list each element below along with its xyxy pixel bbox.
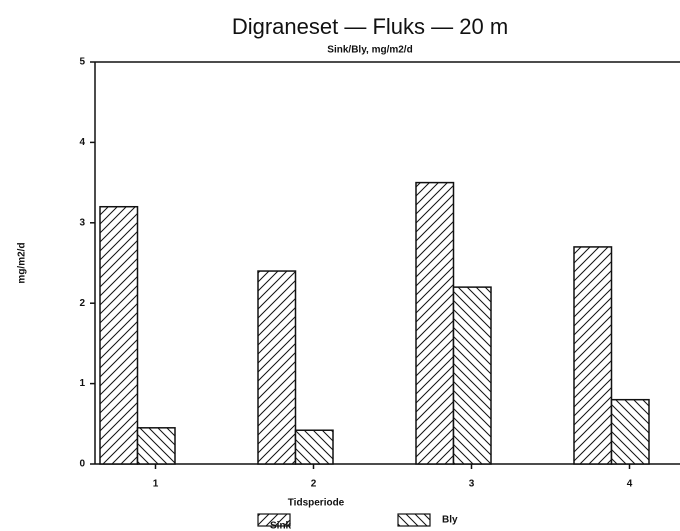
bar xyxy=(136,427,176,465)
chart-subtitle: Sink/Bly, mg/m2/d xyxy=(327,45,412,56)
y-tick-label: 0 xyxy=(79,459,85,470)
legend-label: Bly xyxy=(442,515,458,526)
legend-swatch xyxy=(397,513,431,527)
bar xyxy=(294,429,334,465)
y-tick-label: 5 xyxy=(79,57,85,68)
y-axis-label: mg/m2/d xyxy=(17,242,28,283)
x-tick-label: 1 xyxy=(153,479,159,490)
y-tick-label: 2 xyxy=(79,298,85,309)
y-tick-label: 4 xyxy=(79,137,85,148)
legend-swatch xyxy=(257,513,291,527)
bar xyxy=(257,270,297,465)
x-tick-label: 2 xyxy=(311,479,317,490)
bar xyxy=(610,398,650,465)
y-tick-label: 3 xyxy=(79,217,85,228)
bar xyxy=(573,246,613,465)
x-axis-label: Tidsperiode xyxy=(288,498,345,509)
y-tick-label: 1 xyxy=(79,378,85,389)
legend-label: Sink xyxy=(270,521,292,531)
bar xyxy=(452,286,492,465)
bar xyxy=(99,205,139,465)
x-tick-label: 4 xyxy=(627,479,633,490)
bar xyxy=(415,181,455,465)
x-tick-label: 3 xyxy=(469,479,475,490)
chart-title: Digraneset — Fluks — 20 m xyxy=(232,14,508,39)
